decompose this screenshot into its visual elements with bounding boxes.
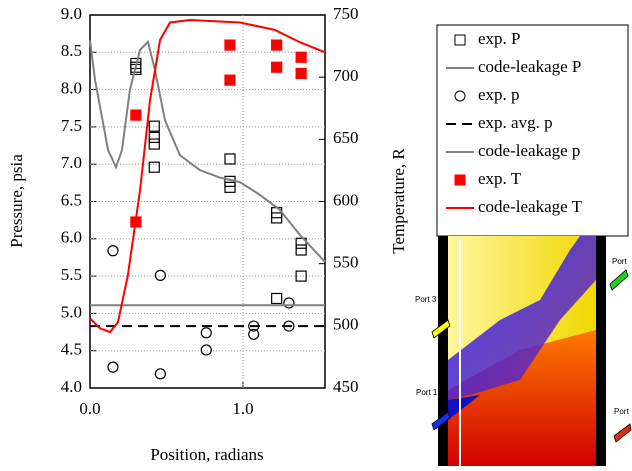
y2-tick-label: 650: [333, 128, 359, 147]
y-tick-label: 4.0: [61, 377, 82, 396]
legend-label: exp. P: [478, 29, 521, 48]
y-tick-label: 8.5: [61, 41, 82, 60]
data-point: [130, 109, 142, 121]
legend-label: code-leakage T: [478, 197, 583, 216]
data-point: [107, 245, 119, 257]
data-point: [271, 39, 283, 51]
data-point: [224, 39, 236, 51]
y-tick-label: 6.0: [61, 228, 82, 247]
port-label: Port: [614, 407, 629, 416]
port-arrow: [431, 319, 451, 339]
cold-wave: [448, 395, 480, 420]
data-point: [148, 131, 160, 143]
y2-tick-label: 600: [333, 190, 359, 209]
port-arrow: [613, 423, 632, 443]
port-arrow: [609, 269, 629, 291]
series-line: [89, 39, 326, 263]
data-point: [224, 181, 236, 193]
legend-label: exp. T: [478, 169, 522, 188]
x-tick-label: 1.0: [232, 399, 253, 418]
data-point: [295, 237, 307, 249]
y-tick-label: 9.0: [61, 4, 82, 23]
y-tick-label: 6.5: [61, 190, 82, 209]
data-point: [154, 368, 166, 380]
y-tick-label: 4.5: [61, 340, 82, 359]
y-tick-label: 7.0: [61, 153, 82, 172]
x-axis-label: Position, radians: [150, 445, 263, 464]
y-tick-label: 5.5: [61, 265, 82, 284]
x-tick-label: 0.0: [79, 399, 100, 418]
data-point: [271, 61, 283, 73]
y2-tick-label: 450: [333, 377, 359, 396]
rotor-wall: [596, 236, 606, 466]
data-point: [271, 292, 283, 305]
data-point: [200, 327, 212, 339]
data-point: [148, 138, 160, 150]
legend-label: exp. p: [478, 85, 520, 104]
y-tick-label: 5.0: [61, 302, 82, 321]
y-tick-label: 8.0: [61, 79, 82, 98]
data-point: [295, 67, 307, 80]
y-tick-label: 7.5: [61, 116, 82, 135]
data-point: [224, 74, 236, 86]
legend-label: code-leakage p: [478, 141, 580, 160]
data-point: [283, 297, 295, 309]
y2-axis-label: Temperature, R: [389, 148, 408, 254]
port-label: Port: [612, 257, 627, 266]
legend-swatch: [454, 34, 466, 46]
data-point: [154, 269, 166, 281]
data-point: [295, 51, 307, 63]
legend-label: code-leakage P: [478, 57, 581, 76]
data-point: [248, 328, 260, 340]
legend-swatch: [454, 174, 466, 186]
port-arrow: [431, 411, 451, 431]
y2-tick-label: 500: [333, 315, 359, 334]
port-label: Port 3: [415, 295, 437, 304]
data-point: [295, 244, 307, 256]
y-axis-label: Pressure, psia: [7, 154, 26, 248]
data-point: [271, 212, 283, 224]
data-point: [295, 270, 307, 282]
hot-region: [448, 330, 596, 466]
legend-box: [436, 24, 629, 237]
data-point: [148, 161, 160, 173]
y2-tick-label: 550: [333, 253, 359, 272]
data-point: [200, 344, 212, 356]
series-line: [89, 18, 326, 334]
cold-wave: [448, 236, 596, 400]
legend-swatch: [454, 90, 466, 102]
port-label: Port 1: [416, 388, 438, 397]
data-point: [224, 153, 236, 165]
y2-tick-label: 750: [333, 4, 359, 23]
legend-label: exp. avg. p: [478, 113, 553, 132]
data-point: [107, 361, 119, 373]
y2-tick-label: 700: [333, 66, 359, 85]
rotor-image: Port 3 Port 1 Port Port: [415, 236, 632, 466]
rotor-wall: [438, 236, 448, 466]
data-point: [148, 120, 160, 132]
